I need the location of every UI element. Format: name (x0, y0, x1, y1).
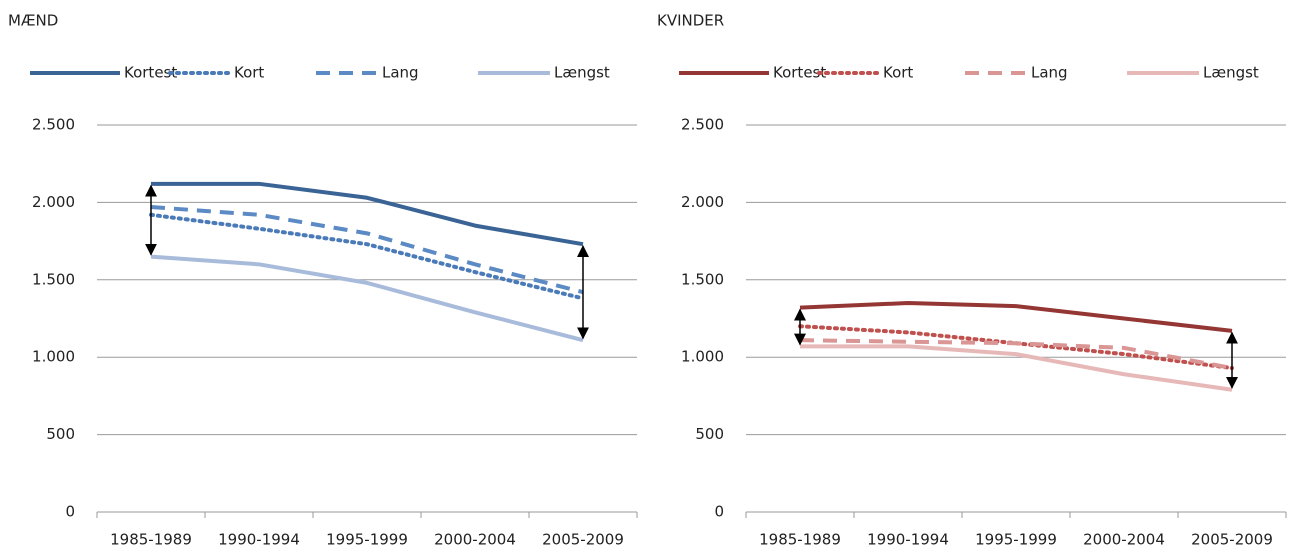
series-line (800, 344, 1233, 392)
y-tick-label: 2.500 (681, 116, 724, 134)
legend-label: Længst (554, 64, 610, 82)
y-tick-label: 1.500 (681, 270, 724, 288)
chart-title: KVINDER (657, 12, 724, 30)
series-line (799, 338, 1233, 371)
y-tick-label: 1.000 (32, 348, 75, 366)
y-tick-label: 0 (714, 503, 724, 521)
y-tick-label: 500 (46, 425, 75, 443)
series-line (150, 254, 584, 343)
x-tick-label: 1990-1994 (218, 531, 300, 549)
x-tick-label: 1990-1994 (867, 531, 949, 549)
legend-label: Kort (883, 64, 913, 82)
x-tick-label: 2005-2009 (1191, 531, 1273, 549)
x-tick-label: 1985-1989 (110, 531, 192, 549)
x-tick-label: 1995-1999 (975, 531, 1057, 549)
legend-label: Kortest (124, 64, 177, 82)
y-tick-label: 2.500 (32, 116, 75, 134)
y-tick-label: 500 (695, 425, 724, 443)
series-line (151, 181, 584, 247)
series-line (149, 212, 585, 301)
y-tick-label: 2.000 (32, 193, 75, 211)
x-tick-label: 2000-2004 (1083, 531, 1165, 549)
series-line (150, 205, 584, 295)
legend-label: Lang (1031, 64, 1068, 82)
chart-title: MÆND (8, 12, 58, 30)
x-tick-label: 1995-1999 (326, 531, 408, 549)
legend-label: Kortest (773, 64, 826, 82)
series-line (799, 301, 1233, 333)
legend-label: Lang (382, 64, 419, 82)
x-tick-label: 2005-2009 (542, 531, 624, 549)
y-tick-label: 0 (65, 503, 75, 521)
legend-label: Længst (1203, 64, 1259, 82)
x-tick-label: 2000-2004 (434, 531, 516, 549)
legend-label: Kort (234, 64, 264, 82)
y-tick-label: 2.000 (681, 193, 724, 211)
x-tick-label: 1985-1989 (759, 531, 841, 549)
y-tick-label: 1.000 (681, 348, 724, 366)
y-tick-label: 1.500 (32, 270, 75, 288)
